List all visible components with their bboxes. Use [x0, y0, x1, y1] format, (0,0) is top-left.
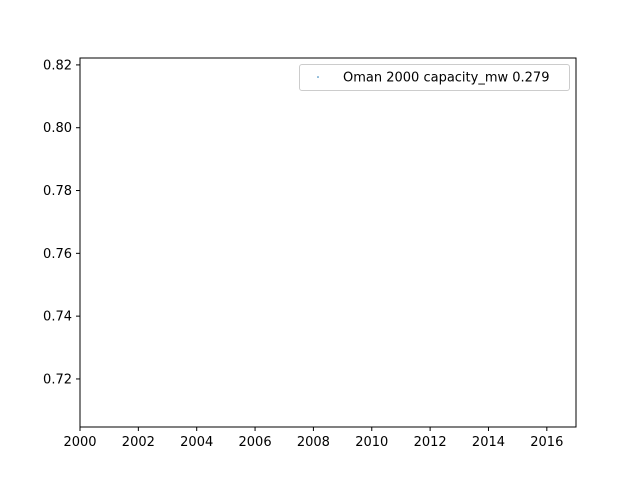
x-axis: 2000 2002 2004 2006 2008 2010 2012 2014 2016: [63, 427, 563, 450]
x-tick-label: 2004: [180, 435, 213, 450]
y-tick-label: 0.74: [43, 310, 72, 325]
y-tick-label: 0.80: [43, 121, 72, 136]
x-tick-label: 2000: [63, 435, 96, 450]
x-tick-label: 2016: [530, 435, 563, 450]
legend-box: [299, 64, 570, 91]
x-tick-label: 2012: [414, 435, 447, 450]
y-tick-label: 0.82: [43, 58, 72, 73]
plot-area: [80, 58, 576, 427]
x-tick-label: 2014: [472, 435, 505, 450]
y-tick-label: 0.72: [43, 372, 72, 387]
x-tick-label: 2006: [239, 435, 272, 450]
y-axis: 0.72 0.74 0.76 0.78 0.80 0.82: [43, 58, 80, 387]
x-tick-label: 2002: [122, 435, 155, 450]
legend-label: Oman 2000 capacity_mw 0.279: [343, 71, 549, 86]
y-tick-label: 0.76: [43, 247, 72, 262]
x-tick-label: 2008: [297, 435, 330, 450]
legend: Oman 2000 capacity_mw 0.279: [299, 64, 570, 91]
x-tick-label: 2010: [355, 435, 388, 450]
plot-frame: [79, 57, 577, 428]
y-tick-label: 0.78: [43, 184, 72, 199]
legend-marker-point-icon: [317, 76, 319, 78]
